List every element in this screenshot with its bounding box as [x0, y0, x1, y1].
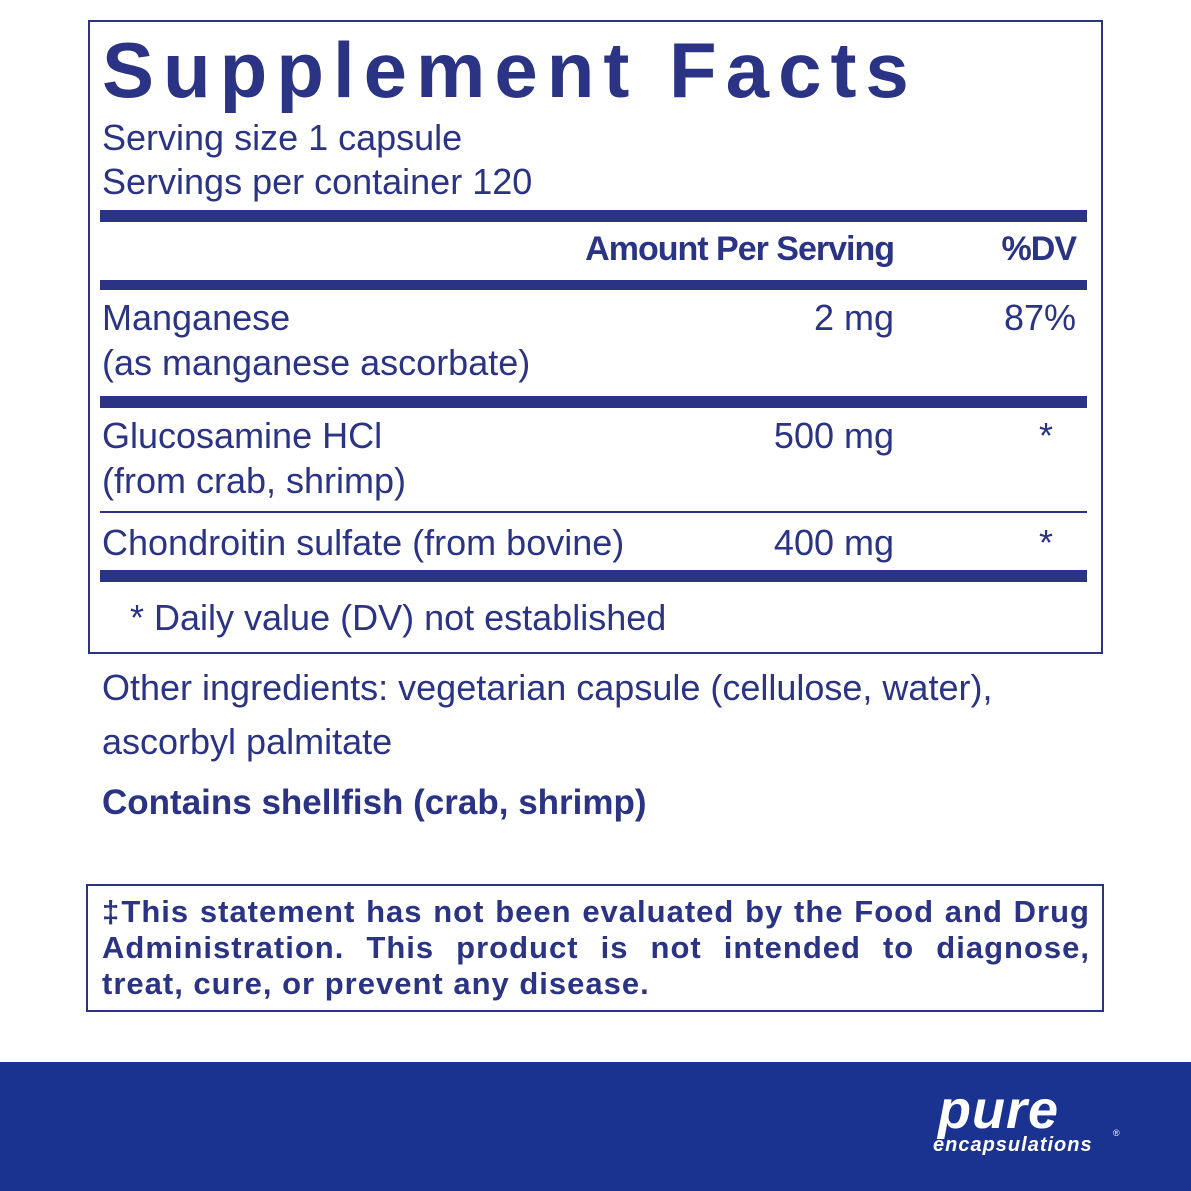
serving-size: Serving size 1 capsule — [102, 117, 463, 158]
brand-logo-sub: encapsulations — [933, 1134, 1093, 1156]
divider-thick — [100, 570, 1087, 582]
footnote: * Daily value (DV) not established — [130, 597, 667, 638]
row-dv: * — [1038, 415, 1053, 456]
header-dv: %DV — [1001, 230, 1077, 268]
supplement-facts-panel — [88, 20, 1103, 654]
row-name: Manganese — [102, 297, 291, 338]
divider-thick — [100, 280, 1087, 290]
other-ingredients-cont: ascorbyl palmitate — [102, 721, 393, 762]
row-amount: 2 mg — [813, 297, 894, 338]
row-dv: 87% — [1003, 297, 1076, 338]
fda-disclaimer: ‡This statement has not been evaluated b… — [102, 894, 1090, 1001]
row-name: Glucosamine HCl — [102, 415, 383, 456]
row-sub: (from crab, shrimp) — [102, 460, 407, 501]
row-name: Chondroitin sulfate (from bovine) — [102, 522, 625, 563]
row-amount: 500 mg — [773, 415, 894, 456]
other-ingredients: Other ingredients: vegetarian capsule (c… — [102, 667, 993, 708]
allergen-statement: Contains shellfish (crab, shrimp) — [102, 783, 647, 822]
divider-thick — [100, 210, 1087, 222]
registered-mark: ® — [1113, 1128, 1120, 1138]
panel-title: Supplement Facts — [102, 26, 918, 114]
row-amount: 400 mg — [773, 522, 894, 563]
brand-logo: pure — [938, 1080, 1060, 1140]
divider-thick — [100, 396, 1087, 408]
row-sub: (as manganese ascorbate) — [102, 342, 531, 383]
fda-disclaimer-box: ‡This statement has not been evaluated b… — [86, 884, 1104, 1012]
header-amount: Amount Per Serving — [585, 230, 895, 268]
divider-thin — [100, 511, 1087, 513]
row-dv: * — [1038, 522, 1053, 563]
servings-per-container: Servings per container 120 — [102, 161, 533, 202]
brand-footer — [0, 1062, 1191, 1191]
